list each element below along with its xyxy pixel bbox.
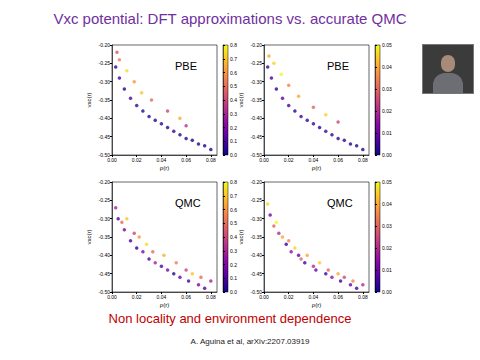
svg-text:0.00: 0.00 <box>382 289 392 295</box>
svg-text:-0.45: -0.45 <box>99 271 111 277</box>
svg-text:-0.25: -0.25 <box>99 197 111 203</box>
svg-text:-0.30: -0.30 <box>99 216 111 222</box>
svg-text:-0.30: -0.30 <box>251 79 263 85</box>
svg-text:-0.40: -0.40 <box>99 115 111 121</box>
svg-text:ρ(r): ρ(r) <box>160 302 169 308</box>
svg-text:-0.50: -0.50 <box>98 289 110 295</box>
svg-text:PBE: PBE <box>327 60 349 72</box>
svg-text:-0.30: -0.30 <box>251 216 263 222</box>
svg-text:-0.20: -0.20 <box>251 179 263 185</box>
svg-text:-0.40: -0.40 <box>251 115 263 121</box>
svg-text:0.3: 0.3 <box>230 248 237 254</box>
svg-text:0.1: 0.1 <box>230 275 237 281</box>
svg-text:0.6: 0.6 <box>230 70 237 76</box>
svg-text:0.06: 0.06 <box>333 294 343 300</box>
svg-text:0.0: 0.0 <box>230 289 237 295</box>
svg-text:-0.40: -0.40 <box>251 252 263 258</box>
svg-text:-0.50: -0.50 <box>250 289 262 295</box>
svg-text:0.5: 0.5 <box>230 220 237 226</box>
svg-text:PBE: PBE <box>175 60 197 72</box>
html-text:Vxc potential: DFT approximati: Vxc potential: DFT approximations vs. ac… <box>53 10 407 27</box>
svg-text:-0.35: -0.35 <box>99 234 111 240</box>
svg-text:-0.30: -0.30 <box>99 79 111 85</box>
svg-text:0.8: 0.8 <box>230 179 237 185</box>
svg-text:0.03: 0.03 <box>382 86 392 92</box>
svg-text:0.06: 0.06 <box>333 157 343 163</box>
svg-text:0.7: 0.7 <box>230 56 237 62</box>
svg-text:0.8: 0.8 <box>230 42 237 48</box>
svg-text:vxc(r): vxc(r) <box>238 230 244 245</box>
svg-text:-0.40: -0.40 <box>99 252 111 258</box>
svg-text:0.4: 0.4 <box>230 97 237 103</box>
svg-text:QMC: QMC <box>175 197 201 209</box>
svg-text:0.02: 0.02 <box>132 157 142 163</box>
svg-text:0.00: 0.00 <box>382 152 392 158</box>
svg-text:0.05: 0.05 <box>382 42 392 48</box>
html-text:Non locality and environment d: Non locality and environment dependence <box>108 311 352 326</box>
svg-text:-0.20: -0.20 <box>99 42 111 48</box>
svg-text:0.2: 0.2 <box>230 262 237 268</box>
svg-text:0.00: 0.00 <box>107 294 117 300</box>
svg-text:0.02: 0.02 <box>284 157 294 163</box>
svg-text:0.00: 0.00 <box>107 157 117 163</box>
svg-text:-0.20: -0.20 <box>99 179 111 185</box>
svg-text:0.04: 0.04 <box>309 294 319 300</box>
svg-text:vxc(r): vxc(r) <box>86 93 92 108</box>
svg-text:0.05: 0.05 <box>382 179 392 185</box>
html-text:A. Aguina et al, arXiv:2207.03: A. Aguina et al, arXiv:2207.03919 <box>190 337 310 346</box>
svg-text:0.06: 0.06 <box>181 157 191 163</box>
svg-text:0.04: 0.04 <box>382 64 392 70</box>
svg-text:vxc(r): vxc(r) <box>238 93 244 108</box>
svg-text:0.08: 0.08 <box>206 157 216 163</box>
svg-text:QMC: QMC <box>327 197 353 209</box>
svg-text:-0.45: -0.45 <box>99 134 111 140</box>
svg-text:-0.50: -0.50 <box>98 152 110 158</box>
svg-text:-0.45: -0.45 <box>251 134 263 140</box>
svg-text:-0.35: -0.35 <box>251 234 263 240</box>
svg-text:0.2: 0.2 <box>230 125 237 131</box>
svg-text:-0.20: -0.20 <box>251 42 263 48</box>
svg-text:0.00: 0.00 <box>259 157 269 163</box>
svg-text:0.4: 0.4 <box>230 234 237 240</box>
svg-text:0.08: 0.08 <box>206 294 216 300</box>
svg-text:0.04: 0.04 <box>382 201 392 207</box>
svg-text:-0.25: -0.25 <box>251 197 263 203</box>
svg-text:0.7: 0.7 <box>230 193 237 199</box>
svg-text:0.01: 0.01 <box>382 267 392 273</box>
svg-text:ρ(r): ρ(r) <box>312 165 321 171</box>
svg-text:ρ(r): ρ(r) <box>160 165 169 171</box>
svg-text:0.02: 0.02 <box>382 245 392 251</box>
svg-text:0.0: 0.0 <box>230 152 237 158</box>
svg-text:ρ(r): ρ(r) <box>312 302 321 308</box>
svg-text:-0.35: -0.35 <box>251 97 263 103</box>
svg-text:0.02: 0.02 <box>382 108 392 114</box>
svg-text:0.02: 0.02 <box>132 294 142 300</box>
svg-text:0.06: 0.06 <box>181 294 191 300</box>
svg-text:-0.35: -0.35 <box>99 97 111 103</box>
svg-text:0.08: 0.08 <box>358 157 368 163</box>
svg-text:0.02: 0.02 <box>284 294 294 300</box>
svg-text:vxc(r): vxc(r) <box>86 230 92 245</box>
svg-text:0.04: 0.04 <box>157 294 167 300</box>
svg-text:0.04: 0.04 <box>309 157 319 163</box>
svg-text:0.00: 0.00 <box>259 294 269 300</box>
svg-text:0.3: 0.3 <box>230 111 237 117</box>
svg-text:0.01: 0.01 <box>382 130 392 136</box>
svg-text:-0.50: -0.50 <box>250 152 262 158</box>
svg-text:-0.25: -0.25 <box>251 60 263 66</box>
svg-text:-0.45: -0.45 <box>251 271 263 277</box>
svg-text:-0.25: -0.25 <box>99 60 111 66</box>
svg-text:0.08: 0.08 <box>358 294 368 300</box>
svg-text:0.04: 0.04 <box>157 157 167 163</box>
svg-text:0.03: 0.03 <box>382 223 392 229</box>
svg-text:0.5: 0.5 <box>230 83 237 89</box>
svg-text:0.1: 0.1 <box>230 138 237 144</box>
svg-text:0.6: 0.6 <box>230 207 237 213</box>
